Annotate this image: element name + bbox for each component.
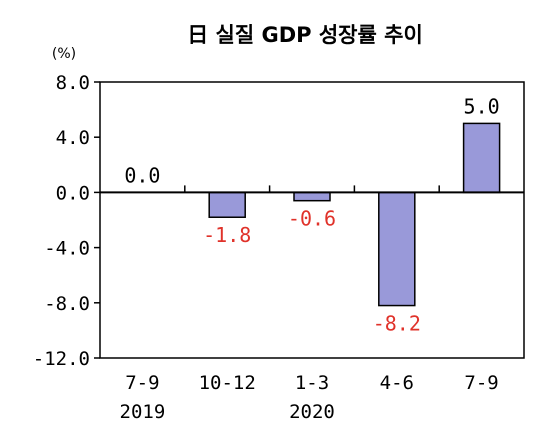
y-tick-label: 0.0 xyxy=(56,182,90,204)
bar xyxy=(462,122,501,194)
bars xyxy=(208,122,501,307)
data-labels: 0.0 -1.8 -0.6 -8.2 5.0 xyxy=(124,94,499,335)
y-tick-label: -4.0 xyxy=(44,238,90,260)
data-label: -1.8 xyxy=(203,223,251,247)
x-axis: 7-9 2019 10-12 1-3 2020 4-6 7-9 xyxy=(120,185,499,423)
y-axis: 8.0 4.0 0.0 -4.0 -8.0 -12.0 xyxy=(33,72,100,370)
y-tick-label: 8.0 xyxy=(56,72,90,94)
data-label: -8.2 xyxy=(373,312,421,336)
bar xyxy=(208,191,246,218)
x-tick-label: 7-9 xyxy=(125,372,159,394)
x-tick-label: 1-3 xyxy=(295,372,329,394)
bar xyxy=(378,191,416,307)
year-label: 2020 xyxy=(289,401,335,423)
y-tick-label: -12.0 xyxy=(33,348,90,370)
plot-area xyxy=(99,81,525,359)
x-tick-label: 10-12 xyxy=(199,372,256,394)
y-unit-label: (%) xyxy=(52,46,76,62)
chart-title: 日 실질 GDP 성장률 추이 xyxy=(187,23,423,47)
x-tick-label: 7-9 xyxy=(464,372,498,394)
y-tick-label: 4.0 xyxy=(56,127,90,149)
x-tick-label: 4-6 xyxy=(380,372,414,394)
bar xyxy=(293,191,331,202)
y-tick-label: -8.0 xyxy=(44,293,90,315)
data-label: 0.0 xyxy=(124,163,160,187)
data-label: -0.6 xyxy=(288,207,336,231)
data-label: 5.0 xyxy=(464,94,500,118)
year-label: 2019 xyxy=(120,401,166,423)
